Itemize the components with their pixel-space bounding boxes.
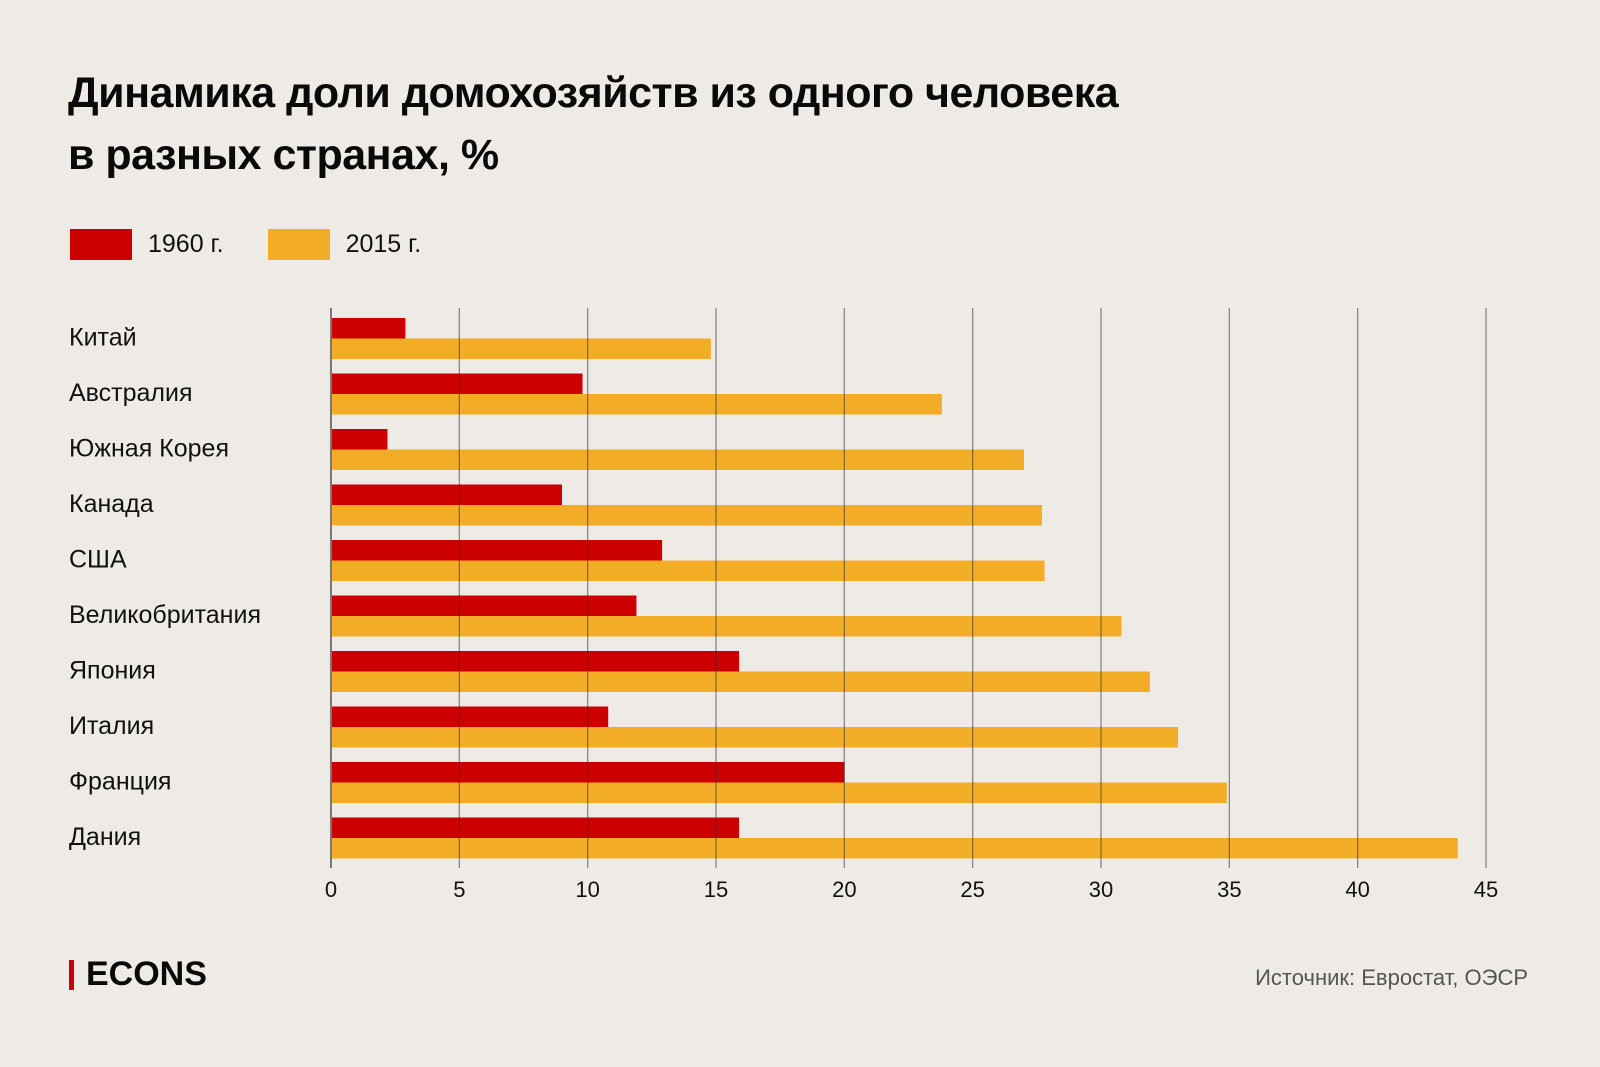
bar-1960-4 — [331, 540, 663, 561]
bar-2015-5 — [331, 616, 1122, 637]
category-label: США — [69, 546, 127, 574]
category-label: Дания — [69, 823, 141, 851]
bar-2015-4 — [331, 560, 1045, 581]
category-label: Канада — [69, 490, 154, 518]
bar-2015-7 — [331, 727, 1178, 748]
legend-item-2015: 2015 г. — [267, 229, 422, 260]
x-tick-label: 20 — [832, 877, 856, 902]
source-note: Источник: Евростат, ОЭСР — [1255, 965, 1528, 990]
x-tick-label: 25 — [960, 877, 984, 902]
bar-1960-9 — [331, 817, 740, 838]
chart-title: Динамика доли домохозяйств из одного чел… — [68, 62, 1368, 186]
logo-text: ECONS — [86, 955, 207, 993]
bar-2015-6 — [331, 671, 1150, 692]
title-line-2: в разных странах, % — [68, 131, 499, 179]
legend: 1960 г. 2015 г. — [70, 229, 465, 260]
legend-label-2015: 2015 г. — [345, 230, 422, 258]
econs-logo: ECONS — [69, 955, 207, 994]
bar-1960-2 — [331, 429, 388, 450]
title-line-1: Динамика доли домохозяйств из одного чел… — [68, 69, 1119, 117]
x-tick-label: 45 — [1474, 877, 1498, 902]
bar-1960-1 — [331, 373, 583, 394]
x-tick-label: 40 — [1345, 877, 1369, 902]
bar-2015-3 — [331, 505, 1042, 526]
category-label: Южная Корея — [69, 435, 229, 463]
category-label: Япония — [69, 657, 156, 685]
legend-label-1960: 1960 г. — [148, 230, 224, 258]
category-label: Австралия — [69, 379, 193, 407]
bar-1960-0 — [331, 318, 406, 339]
bar-2015-2 — [331, 449, 1024, 470]
bar-1960-6 — [331, 651, 740, 672]
legend-swatch-2015 — [267, 229, 330, 260]
logo-accent-bar — [69, 959, 74, 990]
category-label: Китай — [69, 324, 137, 352]
bar-2015-8 — [331, 782, 1227, 803]
x-tick-label: 5 — [453, 877, 465, 902]
bar-2015-1 — [331, 394, 942, 415]
x-tick-label: 0 — [325, 877, 337, 902]
bar-1960-5 — [331, 595, 637, 616]
legend-swatch-1960 — [70, 229, 132, 260]
bar-1960-7 — [331, 706, 609, 727]
bar-1960-3 — [331, 484, 562, 505]
x-tick-label: 15 — [704, 877, 728, 902]
x-tick-label: 30 — [1089, 877, 1113, 902]
bar-2015-9 — [331, 838, 1458, 859]
x-tick-label: 10 — [575, 877, 599, 902]
category-label: Италия — [69, 712, 154, 740]
x-tick-label: 35 — [1217, 877, 1241, 902]
legend-item-1960: 1960 г. — [70, 229, 224, 260]
category-label: Великобритания — [69, 601, 261, 629]
category-label: Франция — [69, 768, 171, 796]
bar-2015-0 — [331, 338, 711, 359]
